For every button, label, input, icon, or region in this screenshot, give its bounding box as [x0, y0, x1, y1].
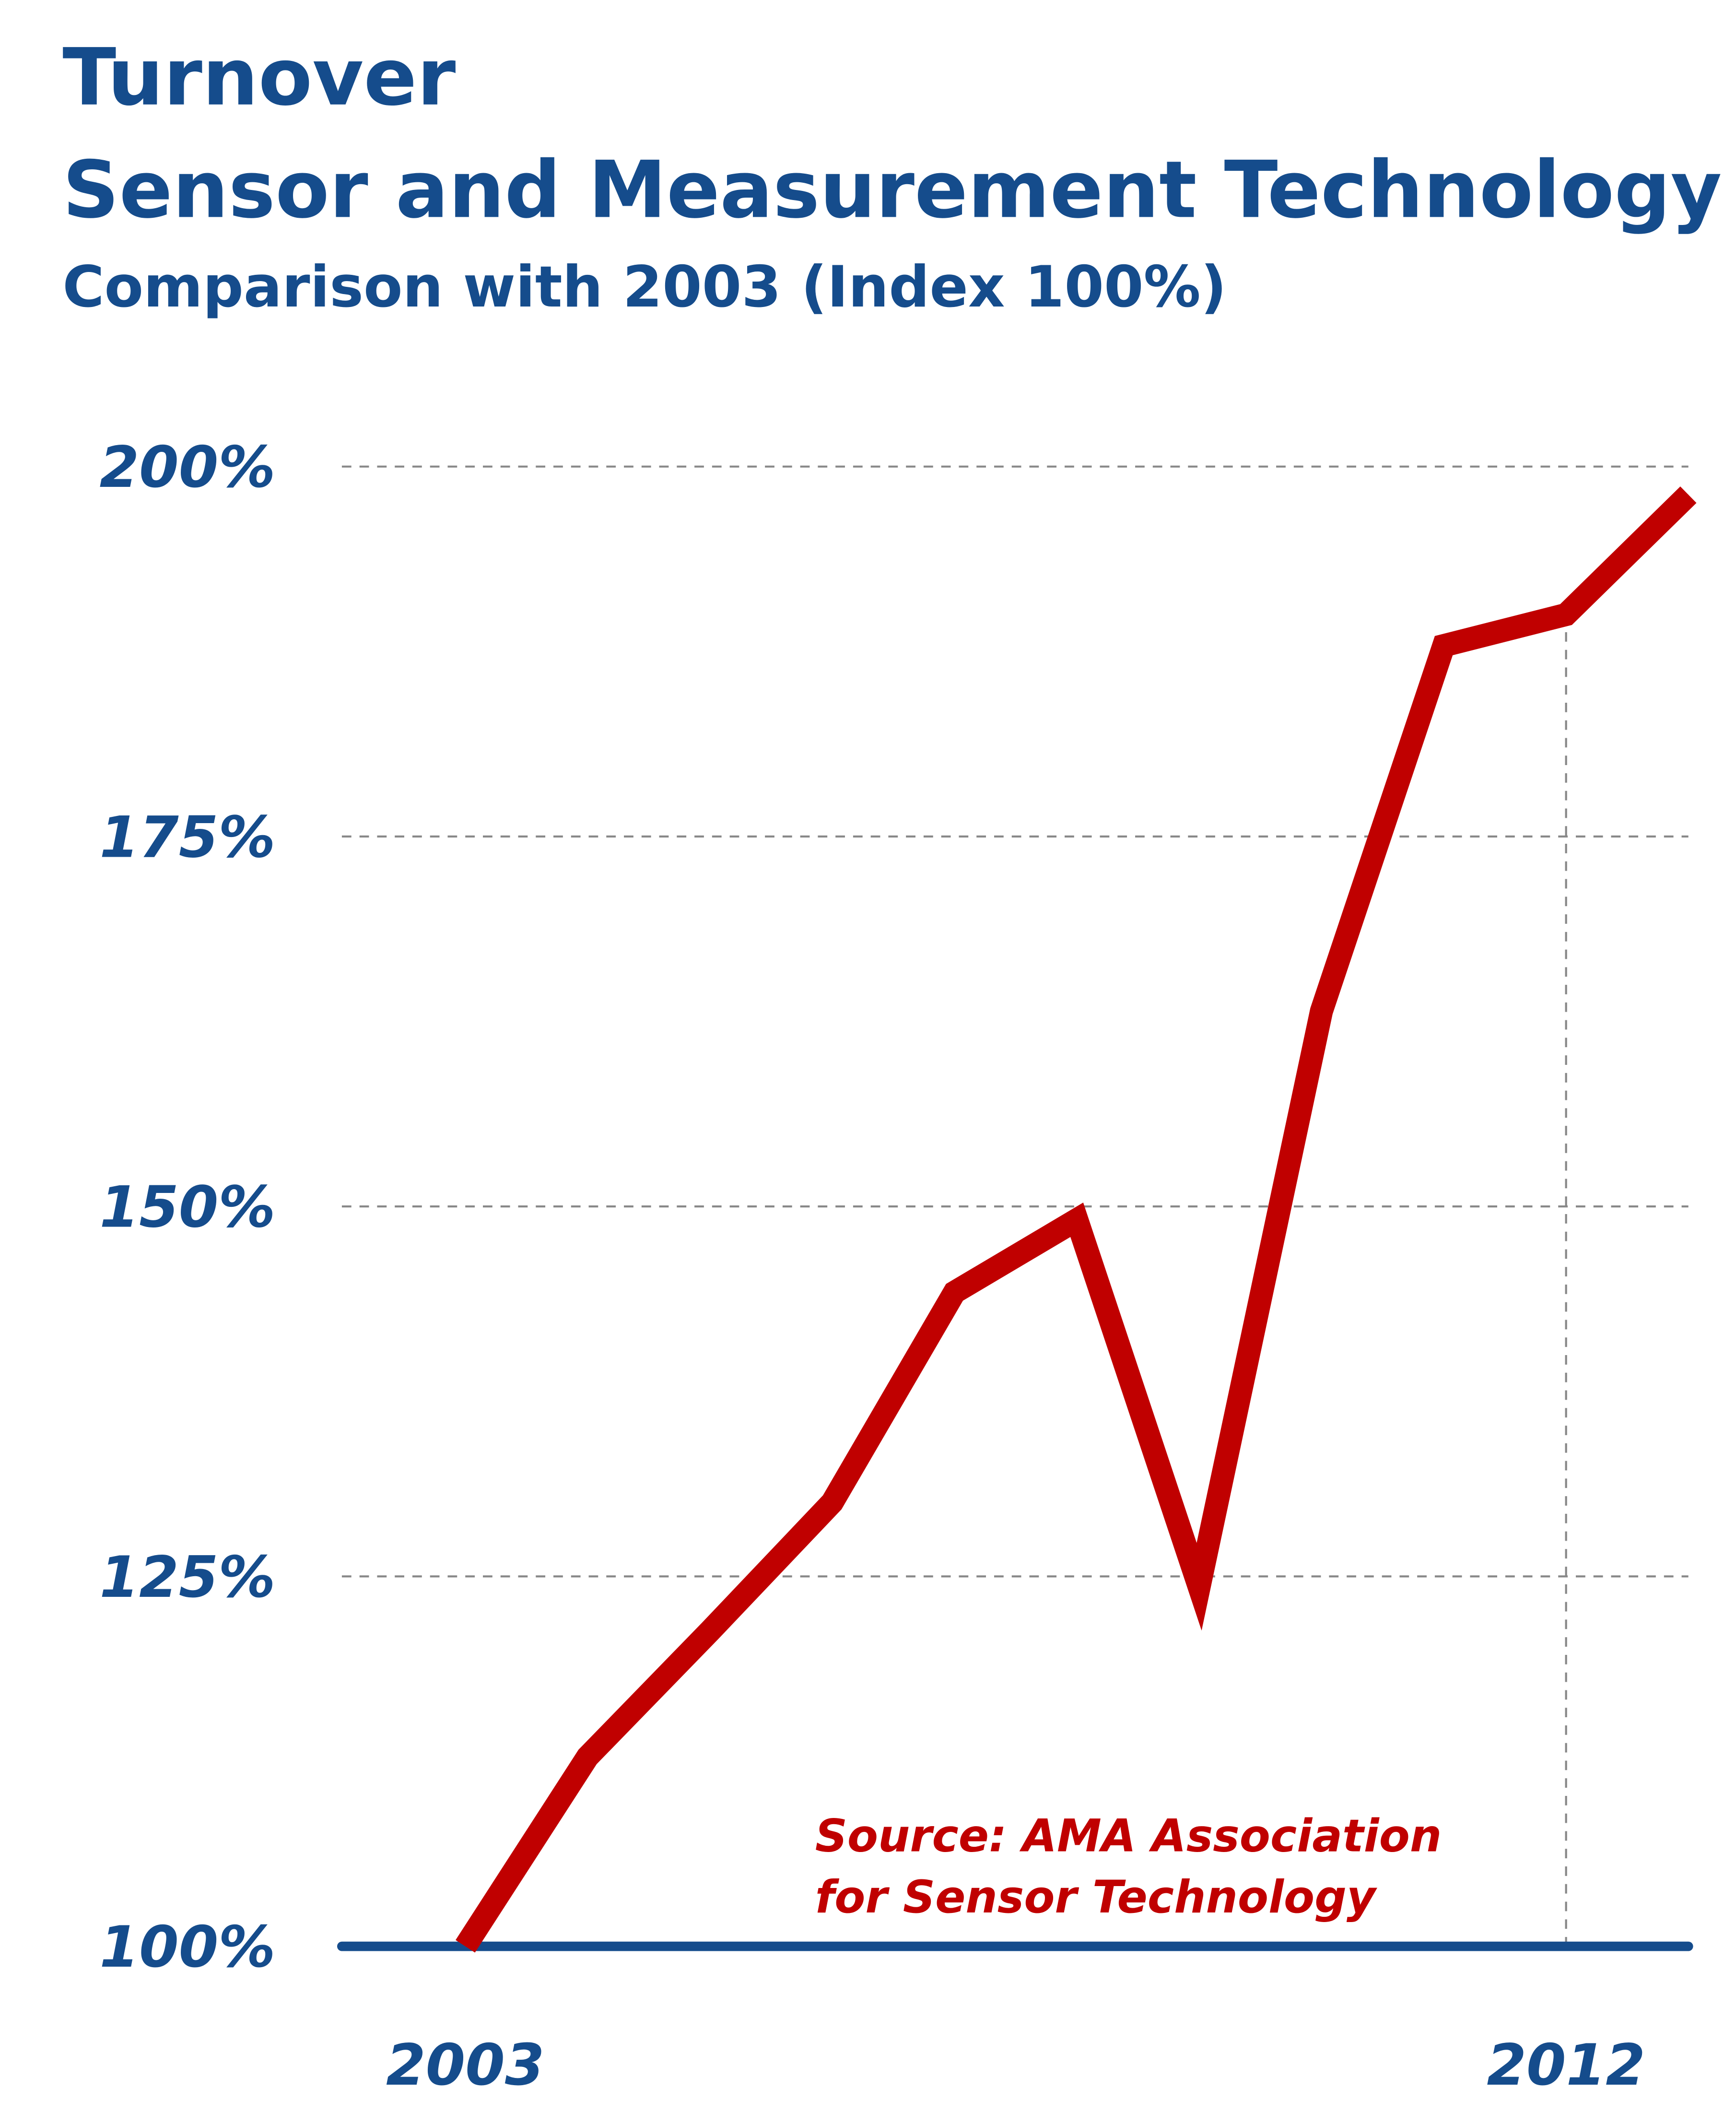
chart-title: Turnover: [62, 32, 456, 123]
chart-subtitle: Comparison with 2003 (Index 100%): [62, 254, 1227, 320]
source-annotation-line1: Source: AMA Association: [815, 1810, 1442, 1863]
data-point: [1321, 1011, 1322, 1012]
x-axis: 2003 2012: [386, 2032, 1645, 2099]
x-tick-label: 2003: [386, 2032, 545, 2099]
x-tick-label: 2012: [1487, 2032, 1645, 2099]
data-point: [832, 1502, 833, 1503]
y-tick-label: 100%: [99, 1914, 275, 1981]
chart-title-line2: Sensor and Measurement Technology: [62, 144, 1722, 236]
y-tick-label: 125%: [99, 1545, 275, 1611]
y-tick-label: 200%: [99, 435, 275, 501]
y-axis: 100% 125% 150% 175% 200%: [99, 435, 275, 1981]
source-annotation-line2: for Sensor Technology: [815, 1871, 1378, 1923]
series-line: [456, 486, 1697, 1953]
grid: [341, 465, 1689, 1947]
data-point: [465, 1946, 466, 1947]
y-tick-label: 175%: [99, 804, 275, 871]
y-tick-label: 150%: [99, 1175, 275, 1241]
data-point: [954, 1292, 955, 1293]
